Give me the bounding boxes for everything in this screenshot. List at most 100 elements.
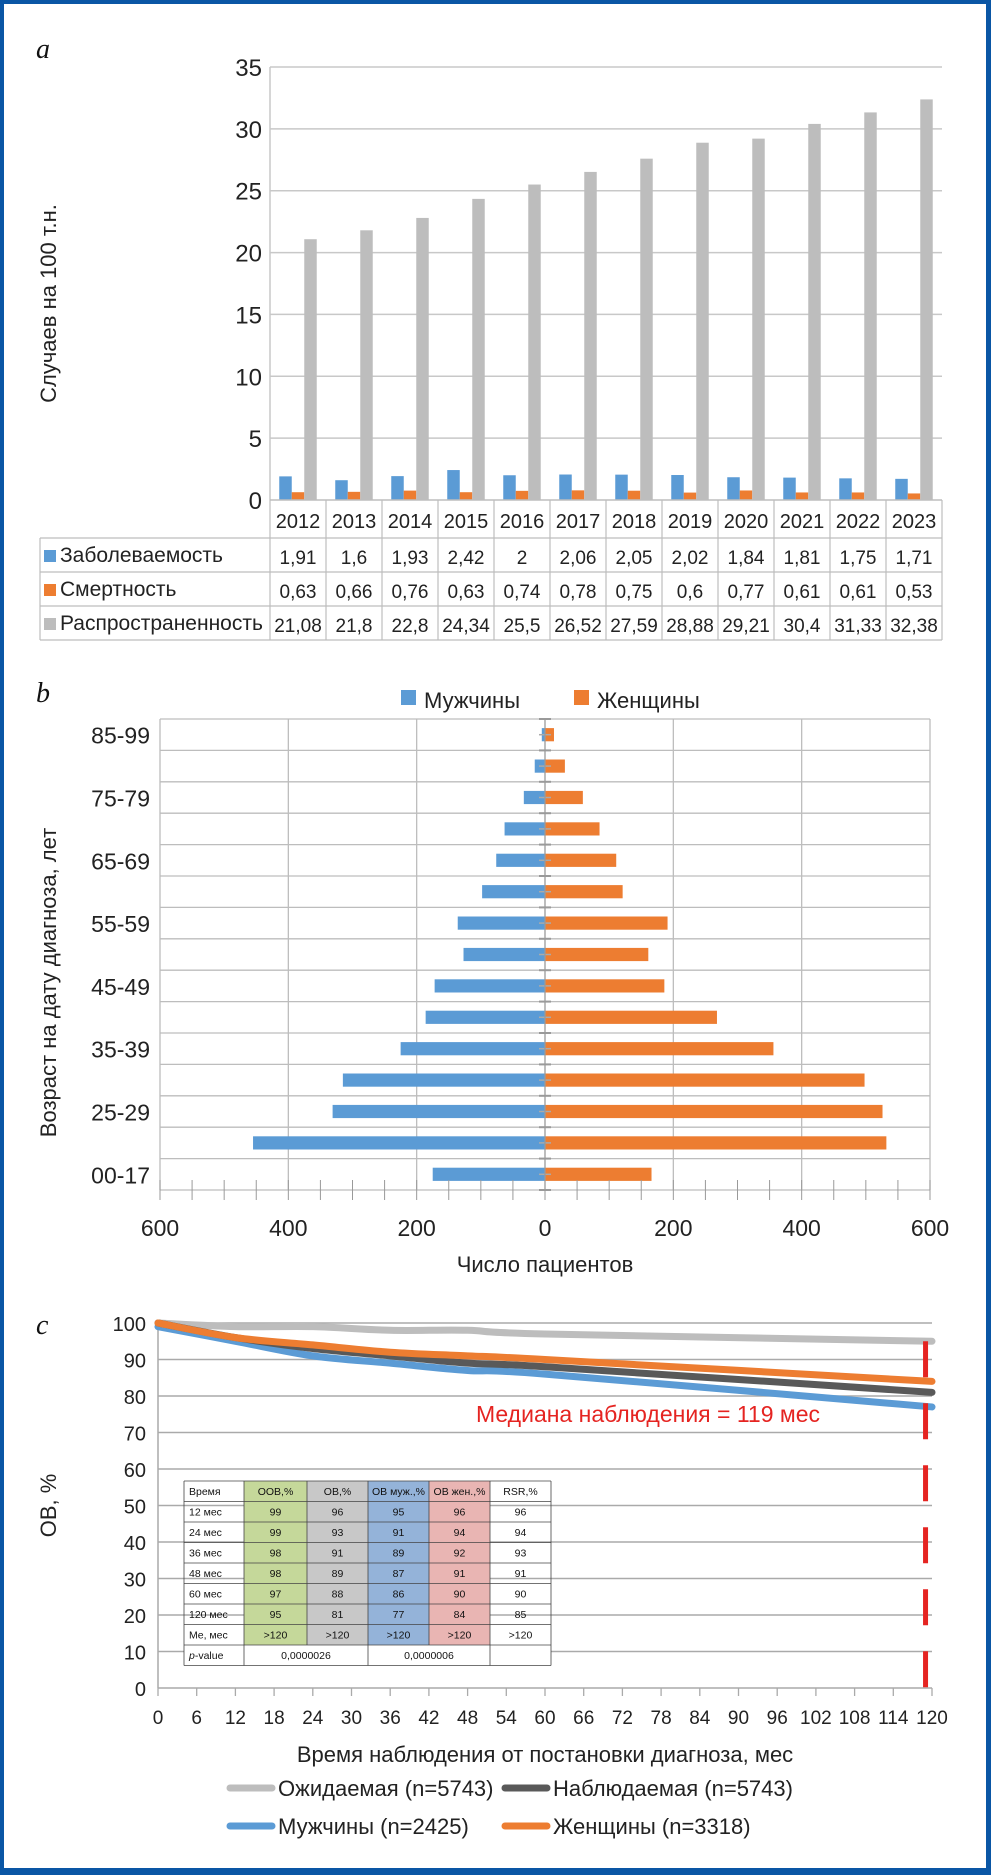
x-tick-label: 2015: [444, 511, 489, 533]
legend-label: Смертность: [60, 578, 177, 601]
legend-swatch-women: [574, 690, 589, 705]
x-tick-label: 2022: [836, 511, 881, 533]
table-cell: 91: [332, 1548, 344, 1560]
table-cell: 89: [332, 1568, 344, 1580]
y-tick-label: 55-59: [91, 911, 150, 937]
y-tick-label: 00-17: [91, 1162, 150, 1188]
x-tick-label: 78: [651, 1708, 672, 1729]
p-suffix: -value: [195, 1650, 224, 1662]
data-cell: 22,8: [392, 616, 429, 637]
data-cell: 26,52: [554, 616, 602, 637]
bar-men-55-59: [457, 916, 545, 930]
bar-2012-2: [304, 239, 317, 501]
x-tick-label: 114: [878, 1708, 909, 1729]
survival-curve-3: [154, 1319, 936, 1385]
table-cell: 98: [270, 1568, 282, 1580]
table-cell: 99: [270, 1527, 282, 1539]
table-cell: 95: [393, 1507, 405, 1519]
bar-2014-2: [416, 217, 429, 500]
table-cell: 77: [393, 1609, 405, 1621]
y-tick-label: 20: [235, 241, 262, 268]
x-tick-label: 2020: [724, 511, 769, 533]
bar-2019-0: [671, 475, 684, 500]
y-tick-label: 25-29: [91, 1100, 150, 1126]
x-tick-label: 400: [782, 1215, 820, 1241]
table-cell: 91: [454, 1568, 466, 1580]
bar-women-80-84: [545, 759, 565, 773]
table-cell: 91: [515, 1568, 527, 1580]
bar-2017-0: [559, 474, 572, 500]
chart-b-age-pyramid: Мужчины Женщины 00-17 25-29 35-39 45-49 55-59 6…: [36, 688, 949, 1277]
legend-label-men: Мужчины: [424, 688, 520, 713]
bar-men-30-34: [342, 1073, 545, 1087]
bar-2023-2: [920, 99, 933, 500]
x-tick-label: 108: [839, 1708, 871, 1729]
bar-2012-1: [291, 492, 305, 500]
table-cell: >120: [387, 1630, 411, 1642]
x-tick-label: 36: [380, 1708, 401, 1729]
table-cell: 96: [515, 1507, 527, 1519]
data-cell: 28,88: [666, 616, 714, 637]
legend-swatch: [44, 618, 56, 630]
bar-2022-1: [851, 492, 865, 500]
table-cell: 96: [332, 1507, 344, 1519]
legend-label-2: Мужчины (n=2425): [278, 1814, 469, 1839]
legend-label-3: Женщины (n=3318): [553, 1814, 751, 1839]
bar-men-45-49: [434, 979, 545, 993]
y-tick-label: 35: [235, 55, 262, 82]
x-tick-label: 2016: [500, 511, 545, 533]
data-cell: 24,34: [442, 616, 490, 637]
y-tick-label: 50: [124, 1497, 146, 1519]
x-tick-label: 66: [573, 1708, 594, 1729]
x-tick-label: 84: [689, 1708, 711, 1729]
table-cell: >120: [264, 1630, 288, 1642]
table-header-cell: ООВ,%: [258, 1486, 294, 1498]
data-cell: 0,63: [448, 582, 485, 603]
y-tick-label: 80: [124, 1387, 146, 1409]
x-axis-label: Время наблюдения от постановки диагноза,…: [297, 1742, 793, 1767]
x-tick-label: 600: [911, 1215, 949, 1241]
bar-men-65-69: [496, 853, 545, 867]
x-tick-label: 2013: [332, 511, 377, 533]
y-tick-label: 10: [124, 1643, 146, 1665]
x-tick-label: 6: [191, 1708, 202, 1729]
bar-2015-2: [472, 198, 485, 500]
table-cell: 81: [332, 1609, 344, 1621]
table-cell: >120: [326, 1630, 350, 1642]
table-cell: 120 мес: [189, 1609, 228, 1621]
x-tick-label: 2023: [892, 511, 937, 533]
data-cell: 32,38: [890, 616, 938, 637]
y-tick-label: 100: [113, 1314, 146, 1336]
table-cell: 86: [393, 1589, 405, 1601]
data-cell: 0,61: [784, 582, 821, 603]
x-tick-label: 2018: [612, 511, 657, 533]
bar-2015-0: [447, 470, 460, 500]
survival-curve-2: [154, 1323, 936, 1411]
bar-2022-2: [864, 112, 877, 501]
data-cell: 0,78: [560, 582, 597, 603]
data-cell: 29,21: [722, 616, 770, 637]
bar-2019-1: [683, 492, 697, 500]
table-cell: 94: [515, 1527, 527, 1539]
y-tick-label: 30: [235, 117, 262, 144]
bar-men-35-39: [400, 1042, 545, 1056]
bar-2013-1: [347, 491, 361, 500]
table-cell: 92: [454, 1548, 466, 1560]
legend-swatch-men: [401, 690, 416, 705]
bar-women-75-79: [545, 790, 583, 805]
bar-2018-0: [615, 474, 628, 500]
x-tick-label: 24: [302, 1708, 324, 1729]
data-cell: 1,81: [784, 548, 821, 569]
legend-label: Заболеваемость: [60, 544, 223, 567]
bar-women-30-34: [545, 1073, 865, 1087]
median-annotation: Медиана наблюдения = 119 мес: [476, 1401, 820, 1427]
bar-2013-0: [335, 480, 348, 500]
x-tick-label: 30: [341, 1708, 362, 1729]
bar-2013-2: [360, 230, 373, 500]
x-tick-label: 0: [153, 1708, 164, 1729]
table-cell: 12 мес: [189, 1507, 222, 1519]
data-cell: 0,77: [728, 582, 765, 603]
x-tick-label: 60: [534, 1708, 555, 1729]
x-tick-label: 200: [397, 1215, 435, 1241]
bar-2022-0: [839, 478, 852, 500]
